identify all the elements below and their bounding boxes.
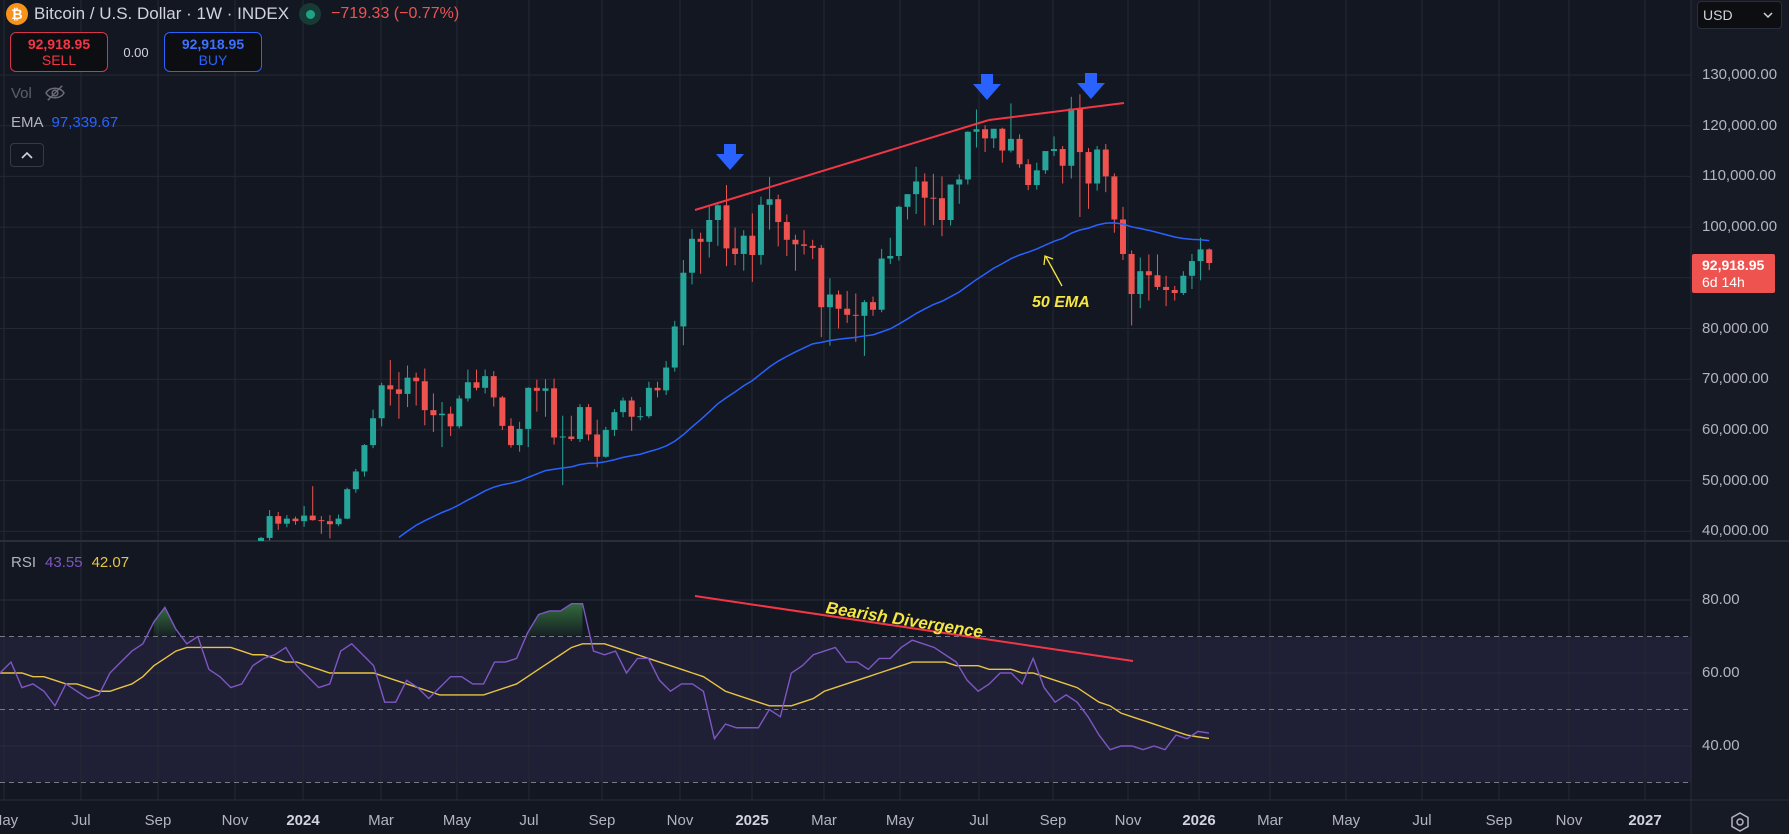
time-axis-label: Nov (221, 812, 249, 829)
vol-label: Vol (11, 84, 32, 102)
chevron-up-icon (21, 151, 33, 159)
ema-value: 97,339.67 (51, 114, 119, 131)
time-axis-label: 2025 (735, 812, 769, 829)
rsi-axis-label: 80.00 (1702, 591, 1740, 608)
time-axis-label: 2027 (1628, 812, 1662, 829)
currency-value: USD (1703, 7, 1733, 23)
ema-annotation-label[interactable]: 50 EMA (1032, 294, 1090, 311)
buy-button[interactable]: 92,918.95 BUY (164, 32, 262, 72)
down-arrow-marker (1077, 73, 1105, 99)
time-axis-label: Nov (1114, 812, 1142, 829)
currency-select[interactable]: USD (1697, 1, 1782, 29)
last-price-label: 92,918.95 6d 14h (1692, 254, 1775, 293)
price-axis-label: 130,000.00 (1702, 66, 1778, 83)
bitcoin-icon: ₿ (6, 3, 28, 25)
buy-label: BUY (198, 52, 228, 68)
time-axis-label: May (0, 812, 19, 829)
price-axis-label: 100,000.00 (1702, 218, 1778, 236)
price-axis-label: 120,000.00 (1702, 116, 1778, 134)
price-axis-label: 50,000.00 (1702, 471, 1769, 489)
spread-value: 0.00 (123, 44, 149, 60)
time-axis-label: Nov (666, 812, 694, 829)
rsi-axis-label: 60.00 (1702, 664, 1740, 681)
time-axis-label: Jul (71, 812, 91, 829)
down-arrow-marker (973, 74, 1001, 100)
candles (258, 94, 1213, 541)
time-axis-label: Sep (144, 812, 172, 829)
time-axis-label: Sep (1485, 812, 1513, 829)
time-axis-label: Mar (368, 812, 394, 829)
time-axis-label: Jul (1412, 812, 1432, 829)
ema-label: EMA (11, 114, 44, 131)
symbol-header: ₿ Bitcoin / U.S. Dollar · 1W · INDEX −71… (6, 2, 459, 26)
time-axis-label: Sep (588, 812, 616, 829)
price-axis-label: 70,000.00 (1702, 370, 1769, 388)
buy-price: 92,918.95 (181, 36, 245, 52)
price-axis-label: 80,000.00 (1702, 319, 1769, 337)
chart-settings-icon[interactable] (1729, 811, 1751, 833)
rsi-ma-value: 42.07 (91, 554, 130, 571)
sell-price: 92,918.95 (27, 36, 91, 52)
rsi-value: 43.55 (45, 554, 83, 571)
ema-indicator-legend[interactable]: EMA 97,339.67 (11, 114, 118, 131)
time-axis-label: Jul (519, 812, 539, 829)
symbol-title[interactable]: Bitcoin / U.S. Dollar · 1W · INDEX (34, 4, 290, 23)
rsi-indicator-legend[interactable]: RSI 43.55 42.07 (11, 554, 129, 571)
price-axis-label: 40,000.00 (1702, 522, 1769, 540)
time-axis-label: May (1331, 812, 1361, 829)
time-axis-label: 2026 (1182, 812, 1216, 829)
price-axis-label: 110,000.00 (1702, 167, 1776, 185)
volume-indicator-legend[interactable]: Vol (11, 84, 66, 102)
down-arrow-marker (716, 144, 744, 170)
chevron-down-icon (1763, 12, 1773, 18)
time-axis-label: 2024 (286, 812, 320, 829)
trade-panel: 92,918.95 SELL 0.00 92,918.95 BUY (10, 32, 262, 72)
last-price-value: 92,918.95 (1702, 257, 1765, 273)
time-axis-label: May (885, 812, 915, 829)
sell-button[interactable]: 92,918.95 SELL (10, 32, 108, 72)
eye-off-icon[interactable] (44, 84, 66, 102)
time-axis-label: May (442, 812, 472, 829)
time-axis-label: Jul (969, 812, 989, 829)
time-axis-label: Mar (811, 812, 837, 829)
time-axis-label: Nov (1555, 812, 1583, 829)
time-axis-label: Mar (1257, 812, 1283, 829)
price-change: −719.33 (−0.77%) (331, 5, 460, 22)
market-open-status-icon (299, 3, 322, 25)
collapse-legend-button[interactable] (10, 143, 44, 167)
bar-countdown: 6d 14h (1702, 274, 1745, 290)
time-axis-label: Sep (1039, 812, 1067, 829)
rsi-label: RSI (11, 554, 37, 571)
price-axis-label: 60,000.00 (1702, 420, 1769, 438)
rsi-axis-label: 40.00 (1702, 737, 1740, 754)
sell-label: SELL (41, 52, 77, 68)
